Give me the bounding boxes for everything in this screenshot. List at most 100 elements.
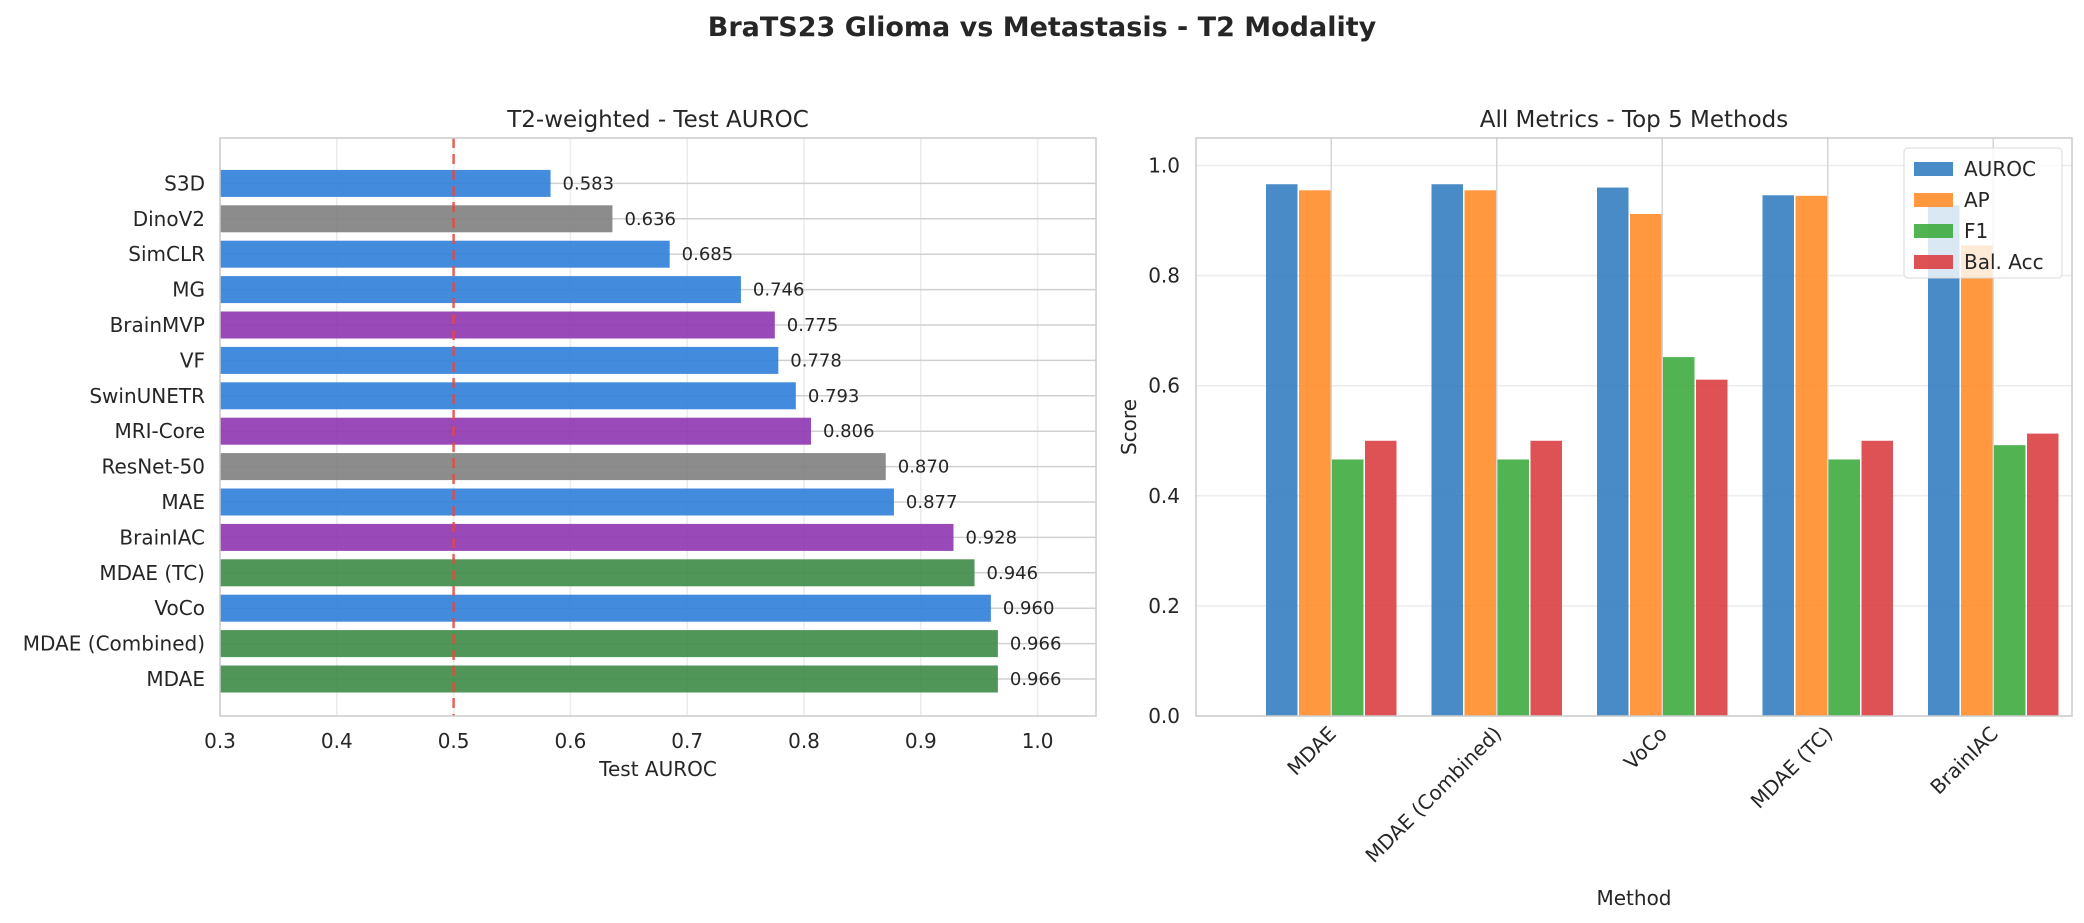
chart2-legend: AUROC AP F1 Bal. Acc (1903, 147, 2063, 279)
chart1-y-tick-label: BrainMVP (110, 313, 205, 337)
chart1-value-label: 0.966 (1010, 669, 1062, 690)
chart1-value-label: 0.778 (790, 350, 842, 371)
chart1-x-ticks: 0.3 0.4 0.5 0.6 0.7 0.8 0.9 1.0 (204, 729, 1053, 753)
chart1-value-label: 0.746 (753, 280, 805, 301)
chart1-bars (220, 169, 998, 693)
chart2-bar (2027, 433, 2059, 716)
chart1-bar (220, 417, 812, 445)
chart1-y-tick-label: MRI-Core (114, 419, 205, 443)
chart2-x-tick-label: MDAE (Combined) (1360, 722, 1506, 868)
chart1-value-label: 0.806 (823, 421, 875, 442)
chart1-x-tick-label: 0.6 (554, 729, 586, 753)
chart2-bar (1663, 357, 1695, 716)
chart1-y-tick-label: MG (172, 278, 205, 302)
chart2-bar (1762, 195, 1794, 717)
chart2-y-tick-label: 0.2 (1148, 594, 1180, 618)
chart1-value-label: 0.636 (624, 209, 676, 230)
chart1-bar (220, 559, 975, 587)
chart1-x-tick-label: 0.9 (905, 729, 937, 753)
chart1-value-label: 0.877 (906, 492, 958, 513)
chart1-value-label: 0.966 (1010, 634, 1062, 655)
chart1-y-tick-label: SwinUNETR (89, 384, 205, 408)
chart2-x-tick-label: MDAE (TC) (1746, 722, 1838, 814)
chart1-x-tick-label: 0.4 (321, 729, 353, 753)
chart1-value-label: 0.960 (1003, 598, 1055, 619)
chart1-value-labels: 0.966 0.966 0.960 0.946 0.928 0.877 0.870 0.806… (563, 173, 1062, 690)
chart1-bar (220, 523, 954, 551)
chart1-y-tick-label: DinoV2 (133, 207, 205, 231)
chart1-x-tick-label: 0.5 (438, 729, 470, 753)
figure-title: BraTS23 Glioma vs Metastasis - T2 Modali… (708, 12, 1377, 43)
chart1-bar (220, 630, 998, 658)
chart2-bar (1266, 184, 1298, 717)
chart2-x-ticks: MDAE MDAE (Combined) VoCo MDAE (TC) BrainIAC (1282, 722, 2002, 868)
chart2-y-tick-label: 1.0 (1148, 154, 1180, 178)
chart1-y-tick-label: MDAE (146, 667, 205, 691)
chart2-legend-label: AP (1964, 188, 1990, 212)
chart2-legend-swatch (1914, 255, 1953, 269)
chart1-value-label: 0.583 (563, 173, 615, 194)
chart1-value-label: 0.685 (682, 244, 734, 265)
chart2-y-axis-label: Score (1117, 399, 1141, 455)
chart2-y-ticks: 0.0 0.2 0.4 0.6 0.8 1.0 (1148, 154, 1180, 728)
chart1-y-tick-label: MDAE (Combined) (23, 632, 205, 656)
chart2-bar (1597, 187, 1629, 717)
chart1-bar (220, 205, 613, 233)
chart2-bar (1795, 195, 1827, 717)
chart2-y-tick-label: 0.8 (1148, 264, 1180, 288)
chart1-bar (220, 382, 796, 410)
chart2-bar (1961, 245, 1993, 717)
chart2-legend-label: AUROC (1964, 157, 2036, 181)
chart2-bar (1696, 379, 1728, 716)
chart1-y-tick-label: BrainIAC (119, 525, 205, 549)
chart2-bar (1828, 459, 1860, 716)
chart1-bar (220, 665, 998, 693)
chart1-value-label: 0.793 (808, 386, 860, 407)
chart1-bar (220, 169, 551, 197)
chart2-x-tick-label: BrainIAC (1925, 722, 2003, 800)
chart2-x-axis-label: Method (1596, 886, 1671, 910)
chart2-bar (1299, 190, 1331, 717)
chart1-x-tick-label: 1.0 (1022, 729, 1054, 753)
chart1-y-tick-label: MDAE (TC) (99, 561, 205, 585)
chart1-y-ticks: MDAE MDAE (Combined) VoCo MDAE (TC) BrainIAC… (23, 171, 205, 691)
chart1-y-tick-label: SimCLR (128, 242, 205, 266)
metrics-grouped-bar-chart: All Metrics - Top 5 Methods 0.0 0.2 0.4 0.6… (1117, 107, 2073, 910)
chart1-y-tick-label: S3D (164, 171, 205, 195)
chart1-plot-frame (219, 137, 1097, 717)
chart1-value-label: 0.870 (898, 457, 950, 478)
chart2-legend-label: Bal. Acc (1964, 250, 2044, 274)
chart1-bar (220, 276, 741, 304)
chart2-plot-frame (1195, 137, 2073, 717)
chart2-bar (1431, 184, 1463, 717)
chart2-bars (1266, 184, 2059, 717)
chart2-bar (1497, 459, 1529, 716)
chart2-y-tick-label: 0.6 (1148, 374, 1180, 398)
chart2-legend-box (1903, 147, 2063, 279)
chart1-y-tick-label: MAE (161, 490, 205, 514)
chart1-y-tick-label: ResNet-50 (102, 455, 206, 479)
chart1-bar (220, 594, 991, 622)
chart2-bar (1928, 205, 1960, 717)
chart2-bar (1861, 440, 1893, 716)
chart1-x-tick-label: 0.3 (204, 729, 236, 753)
chart2-bar (1530, 440, 1562, 716)
chart2-bar (1630, 213, 1662, 717)
chart1-bar (220, 346, 779, 374)
chart1-value-label: 0.775 (787, 315, 839, 336)
chart2-bar (1365, 440, 1397, 716)
auroc-bar-chart: T2-weighted - Test AUROC 0.3 0.4 0.5 0.6 0.7… (23, 107, 1097, 781)
chart2-bar (1994, 445, 2026, 716)
chart2-legend-label: F1 (1964, 219, 1988, 243)
chart1-x-tick-label: 0.7 (671, 729, 703, 753)
chart1-bar (220, 311, 775, 339)
chart2-y-tick-label: 0.4 (1148, 484, 1180, 508)
chart2-legend-swatch (1914, 162, 1953, 176)
chart1-x-axis-label: Test AUROC (598, 757, 717, 781)
chart2-bar (1332, 459, 1364, 716)
chart1-bar (220, 240, 670, 268)
chart2-x-tick-label: VoCo (1619, 722, 1672, 775)
chart1-bar (220, 453, 886, 481)
chart1-title: T2-weighted - Test AUROC (506, 107, 809, 133)
